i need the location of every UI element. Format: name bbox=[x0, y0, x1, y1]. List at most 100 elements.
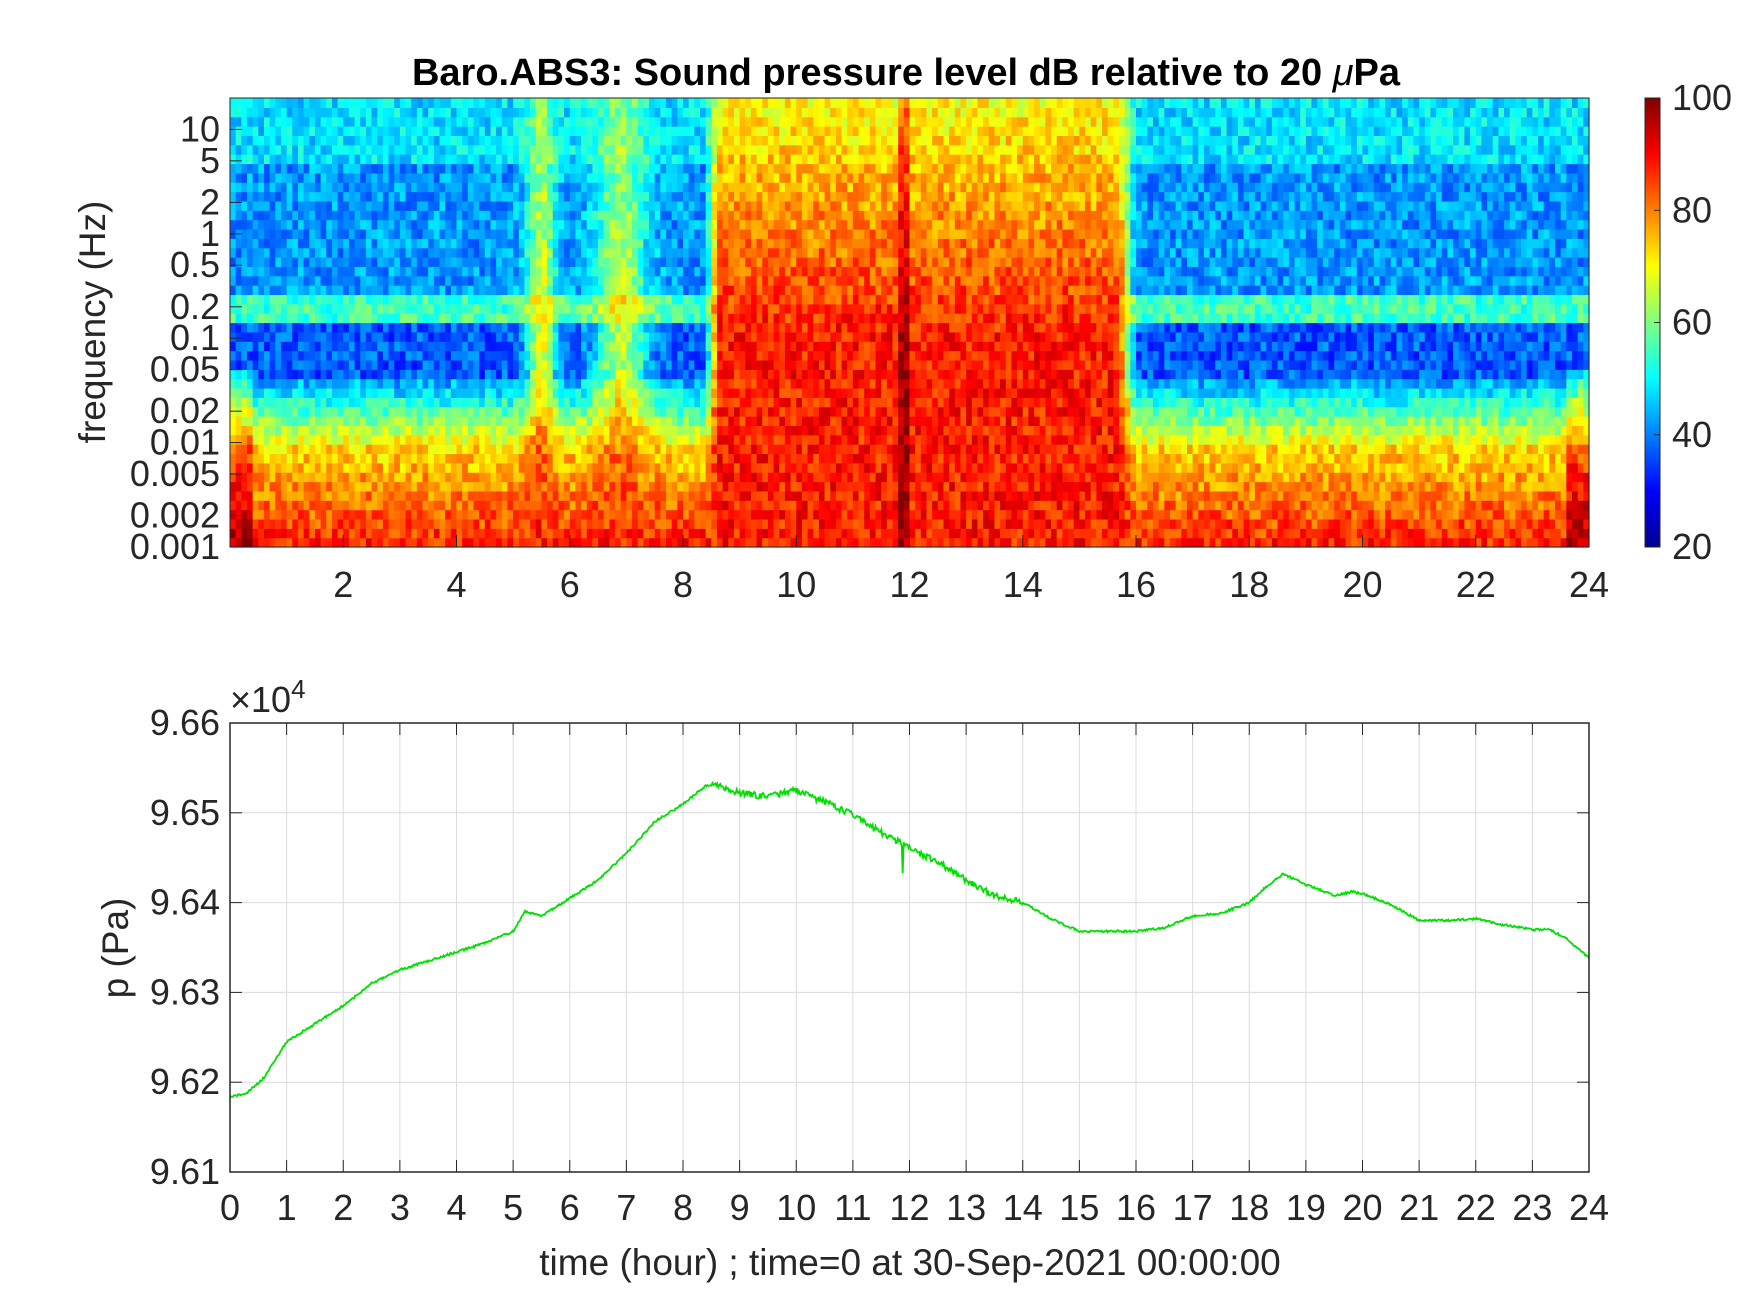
spectrogram-cell bbox=[722, 406, 729, 417]
spectrogram-cell bbox=[739, 416, 746, 426]
spectrogram-cell bbox=[671, 247, 678, 258]
spectrogram-cell bbox=[575, 266, 582, 277]
spectrogram-cell bbox=[428, 481, 435, 492]
spectrogram-cell bbox=[507, 135, 514, 146]
spectrogram-cell bbox=[609, 163, 616, 174]
spectrogram-cell bbox=[756, 228, 763, 239]
spectrogram-cell bbox=[230, 163, 237, 174]
spectrogram-cell bbox=[733, 378, 741, 389]
spectrogram-cell bbox=[445, 518, 452, 529]
spectrogram-cell bbox=[694, 303, 701, 314]
spectrogram-cell bbox=[756, 444, 763, 455]
spectrogram-cell bbox=[337, 528, 344, 539]
spectrogram-cell bbox=[399, 350, 407, 361]
spectrogram-cell bbox=[337, 537, 344, 548]
spectrogram-cell bbox=[518, 331, 526, 342]
spectrogram-cell bbox=[813, 518, 820, 529]
spectrogram-cell bbox=[343, 490, 350, 501]
spectrogram-cell bbox=[581, 472, 588, 483]
spectrogram-cell bbox=[649, 481, 656, 492]
spectrogram-cell bbox=[462, 462, 469, 473]
spectrogram-cell bbox=[230, 518, 237, 529]
spectrogram-cell bbox=[337, 303, 344, 314]
spectrogram-cell bbox=[552, 509, 560, 520]
spectrogram-cell bbox=[722, 472, 729, 483]
spectrogram-cell bbox=[433, 462, 441, 473]
spectrogram-cell bbox=[496, 528, 503, 539]
spectrogram-cell bbox=[722, 144, 729, 155]
spectrogram-cell bbox=[377, 453, 384, 464]
spectrogram-cell bbox=[241, 200, 248, 211]
spectrogram-cell bbox=[535, 509, 543, 520]
spectrogram-cell bbox=[416, 266, 424, 277]
spectrogram-cell bbox=[326, 359, 333, 370]
spectrogram-cell bbox=[722, 350, 729, 361]
spectrogram-cell bbox=[711, 444, 718, 455]
spectrogram-cell bbox=[666, 172, 673, 183]
spectrogram-cell bbox=[309, 191, 316, 202]
spectrogram-cell bbox=[416, 294, 424, 305]
spectrogram-cell bbox=[394, 107, 401, 118]
spectrogram-cell bbox=[547, 182, 554, 193]
spectrogram-cell bbox=[796, 444, 803, 455]
spectrogram-cell bbox=[394, 406, 401, 417]
spectrogram-cell bbox=[241, 528, 248, 539]
spectrogram-cell bbox=[518, 219, 526, 230]
spectrogram-cell bbox=[632, 303, 639, 314]
spectrogram-cell bbox=[688, 331, 695, 342]
spectrogram-cell bbox=[258, 247, 265, 258]
spectrogram-cell bbox=[467, 378, 475, 389]
spectrogram-cell bbox=[320, 481, 327, 492]
spectrogram-cell bbox=[496, 509, 503, 520]
spectrogram-cell bbox=[598, 172, 605, 183]
spectrogram-cell bbox=[490, 126, 497, 137]
spectrogram-cell bbox=[779, 509, 786, 520]
spectrogram-cell bbox=[722, 275, 729, 286]
spectrogram-cell bbox=[711, 247, 718, 258]
spectrogram-cell bbox=[796, 172, 803, 183]
spectrogram-cell bbox=[518, 98, 526, 108]
spectrogram-cell bbox=[252, 172, 259, 183]
spectrogram-cell bbox=[683, 210, 690, 221]
spectrogram-cell bbox=[507, 397, 514, 408]
spectrogram-cell bbox=[365, 500, 373, 511]
spectrogram-cell bbox=[343, 228, 350, 239]
spectrogram-cell bbox=[813, 116, 820, 127]
spectrogram-cell bbox=[479, 453, 486, 464]
spectrogram-cell bbox=[354, 359, 361, 370]
spectrogram-cell bbox=[756, 341, 763, 352]
spectrogram-cell bbox=[297, 397, 305, 408]
spectrogram-cell bbox=[343, 528, 350, 539]
spectrogram-cell bbox=[705, 303, 712, 314]
spectrogram-cell bbox=[705, 350, 712, 361]
spectrogram-cell bbox=[467, 387, 475, 398]
spectrogram-cell bbox=[649, 509, 656, 520]
spectrogram-cell bbox=[365, 331, 373, 342]
spectrogram-cell bbox=[603, 135, 610, 146]
spectrogram-cell bbox=[275, 453, 282, 464]
spectrogram-cell bbox=[699, 135, 707, 146]
spectrogram-cell bbox=[331, 378, 339, 389]
spectrogram-cell bbox=[309, 294, 316, 305]
spectrogram-cell bbox=[609, 509, 616, 520]
spectrogram-cell bbox=[784, 397, 792, 408]
spectrogram-cell bbox=[626, 387, 633, 398]
spectrogram-cell bbox=[513, 509, 520, 520]
spectrogram-cell bbox=[575, 219, 582, 230]
spectrogram-cell bbox=[275, 163, 282, 174]
spectrogram-cell bbox=[739, 434, 746, 445]
spectrogram-cell bbox=[365, 378, 373, 389]
spectrogram-cell bbox=[773, 200, 780, 211]
spectrogram-cell bbox=[705, 462, 712, 473]
spectrogram-cell bbox=[632, 359, 639, 370]
spectrogram-cell bbox=[558, 444, 565, 455]
spectrogram-cell bbox=[314, 247, 322, 258]
spectrogram-cell bbox=[807, 537, 814, 548]
spectrogram-cell bbox=[246, 200, 254, 211]
spectrogram-cell bbox=[716, 135, 724, 146]
spectrogram-cell bbox=[558, 406, 565, 417]
spectrogram-cell bbox=[399, 144, 407, 155]
spectrogram-cell bbox=[569, 490, 577, 501]
spectrogram-cell bbox=[513, 481, 520, 492]
spectrogram-cell bbox=[575, 154, 582, 165]
